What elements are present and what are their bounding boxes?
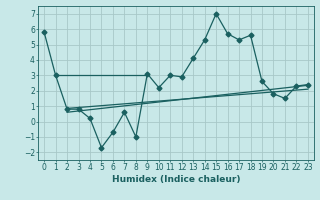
X-axis label: Humidex (Indice chaleur): Humidex (Indice chaleur) [112, 175, 240, 184]
